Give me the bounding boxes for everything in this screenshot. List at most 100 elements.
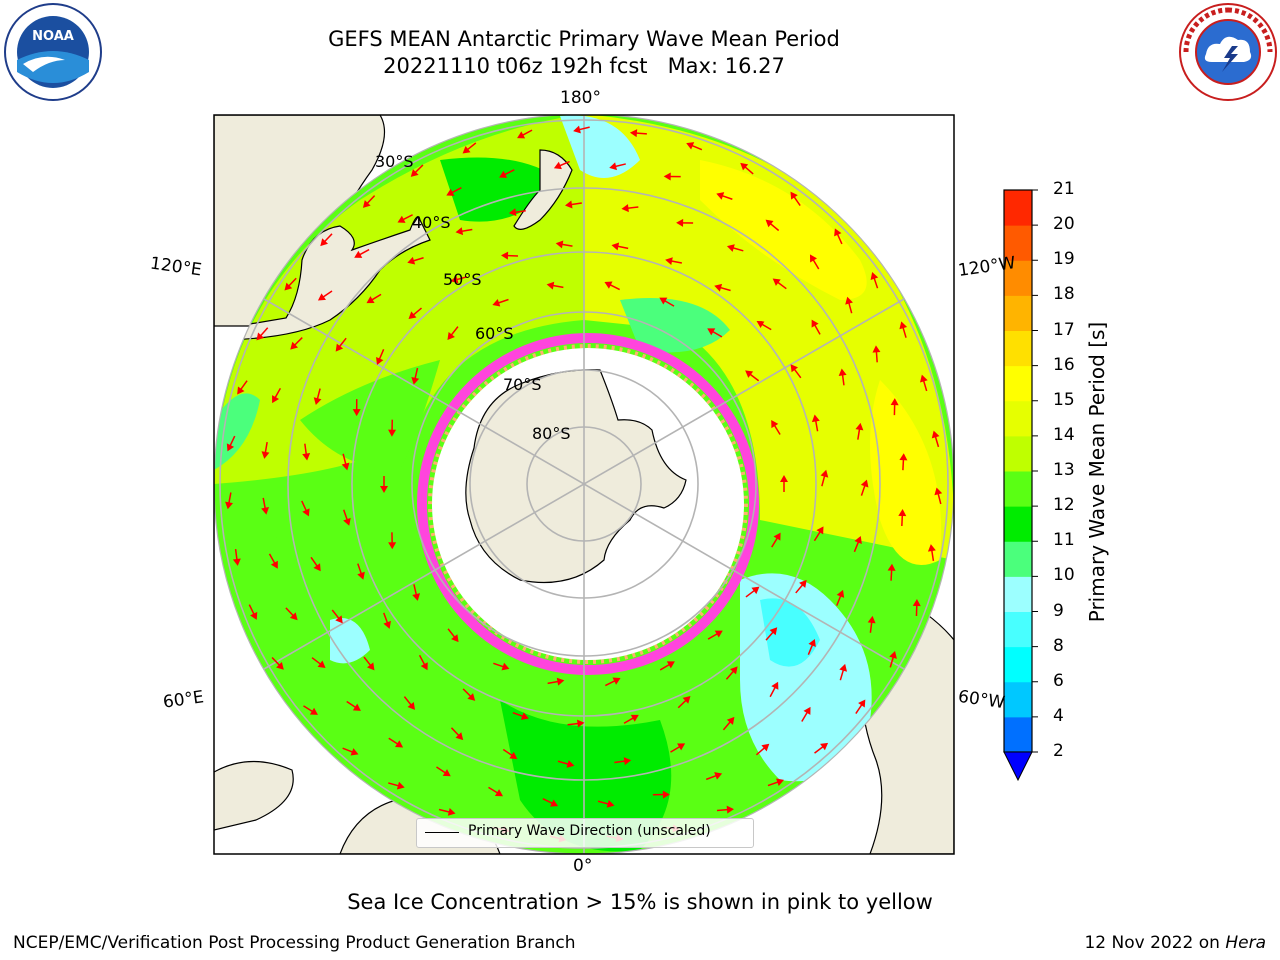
wave-direction-arrow	[284, 277, 297, 291]
colorbar-tick-label: 17	[1053, 319, 1075, 340]
wave-direction-arrow	[462, 142, 477, 154]
colorbar-tick-label: 20	[1053, 214, 1075, 235]
colorbar-tick-label: 18	[1053, 284, 1075, 305]
wave-direction-arrow	[268, 553, 278, 569]
wave-direction-arrow	[714, 283, 731, 292]
lat-label-30s: 30°S	[375, 152, 414, 171]
colorbar-segment	[1004, 576, 1032, 612]
wave-direction-arrow	[853, 536, 862, 553]
wave-direction-arrow	[855, 699, 866, 714]
wave-direction-arrows	[225, 125, 943, 843]
lon-label-180: 180°	[560, 88, 601, 108]
noaa-logo-icon: NOAA	[4, 3, 102, 101]
wave-direction-arrow	[488, 786, 503, 797]
wave-direction-arrow	[807, 638, 816, 655]
wave-direction-arrow	[767, 778, 784, 787]
colorbar-segment	[1004, 365, 1032, 402]
colorbar-tick-label: 11	[1053, 530, 1075, 551]
colorbar-segment	[1004, 260, 1032, 296]
wave-direction-arrow	[447, 326, 459, 340]
wave-direction-arrow	[546, 281, 564, 290]
wave-direction-arrow	[438, 807, 456, 816]
wave-direction-arrow	[919, 374, 928, 392]
lat-label-80s: 80°S	[532, 424, 571, 443]
wave-direction-arrow	[366, 293, 382, 304]
colorbar-segment	[1004, 681, 1032, 718]
wave-direction-arrow	[313, 388, 322, 406]
colorbar-segment	[1004, 471, 1032, 507]
chart-title: GEFS MEAN Antarctic Primary Wave Mean Pe…	[214, 26, 954, 80]
wave-direction-arrow	[889, 651, 897, 668]
sea-ice-caption: Sea Ice Concentration > 15% is shown in …	[347, 890, 933, 914]
footer-date: 12 Nov 2022 on Hera	[1084, 933, 1266, 953]
legend-line-swatch	[425, 832, 459, 833]
wave-direction-arrow	[450, 727, 464, 741]
wave-direction-arrow	[716, 192, 733, 200]
wave-direction-arrow	[403, 696, 416, 710]
wave-direction-arrow	[898, 509, 907, 527]
wave-direction-arrow	[354, 248, 370, 258]
wave-direction-arrow	[499, 169, 515, 178]
wave-direction-arrow	[872, 345, 881, 363]
colorbar-tick-label: 10	[1053, 565, 1075, 586]
wave-direction-arrow	[331, 609, 343, 624]
wave-direction-arrow	[755, 743, 770, 756]
lat-label-60s: 60°S	[475, 324, 514, 343]
colorbar-tick-label: 6	[1053, 670, 1064, 691]
wave-direction-arrow	[745, 370, 760, 382]
wave-direction-arrow	[450, 275, 468, 284]
wave-direction-arrow	[677, 695, 691, 709]
wave-direction-arrow	[310, 556, 321, 572]
wave-direction-arrow	[772, 278, 787, 290]
wave-direction-arrow	[335, 337, 347, 352]
title-line-2: 20221110 t06z 192h fcst Max: 16.27	[383, 54, 785, 78]
wave-direction-arrow	[376, 349, 385, 365]
colorbar-segment	[1004, 506, 1032, 542]
wave-direction-arrow	[621, 204, 639, 213]
wave-direction-arrow	[342, 509, 351, 526]
wave-direction-arrow	[809, 254, 820, 270]
wave-direction-arrow	[553, 160, 570, 170]
colorbar-segment	[1004, 225, 1032, 261]
wave-direction-arrow	[383, 612, 391, 629]
wave-direction-arrow	[899, 453, 908, 471]
wave-direction-arrow	[271, 656, 284, 670]
wave-direction-arrow	[346, 700, 361, 711]
wave-direction-arrow	[547, 677, 565, 686]
wave-direction-arrow	[790, 191, 801, 207]
wave-direction-arrow	[740, 162, 754, 175]
wave-direction-arrow	[838, 368, 847, 386]
wave-direction-arrow	[256, 327, 269, 341]
wave-direction-arrow	[542, 798, 559, 807]
noaa-logo-text: NOAA	[32, 29, 74, 44]
wave-direction-arrow	[226, 435, 236, 452]
wave-direction-arrow	[455, 227, 473, 236]
wave-direction-arrow	[290, 337, 303, 350]
lon-label-0: 0°	[573, 856, 593, 876]
nws-logo-icon	[1179, 3, 1277, 101]
colorbar-segment	[1004, 190, 1032, 226]
colorbar-segment	[1004, 400, 1032, 437]
colorbar-tick-label: 9	[1053, 600, 1064, 621]
wave-direction-arrow	[248, 604, 258, 620]
footer-credit: NCEP/EMC/Verification Post Processing Pr…	[13, 933, 576, 953]
wave-direction-arrow	[899, 321, 908, 338]
colorbar-segment	[1004, 716, 1032, 753]
colorbar-tick-label: 2	[1053, 741, 1064, 761]
wave-direction-arrow	[301, 500, 310, 517]
wave-direction-arrow	[870, 272, 879, 289]
map-frame	[213, 114, 955, 855]
wave-direction-arrow	[623, 714, 639, 724]
wave-direction-arrow	[272, 387, 282, 404]
wave-direction-arrow	[934, 487, 943, 505]
wave-direction-arrow	[604, 281, 620, 291]
wave-direction-arrow	[663, 172, 681, 181]
wave-direction-arrow	[501, 251, 519, 260]
wave-direction-arrow	[745, 586, 760, 598]
wave-direction-arrow	[780, 475, 788, 492]
wave-direction-arrow	[912, 599, 921, 617]
graticule	[219, 115, 949, 854]
footer-machine: Hera	[1225, 933, 1266, 953]
colorbar-tick-label: 21	[1053, 179, 1075, 199]
